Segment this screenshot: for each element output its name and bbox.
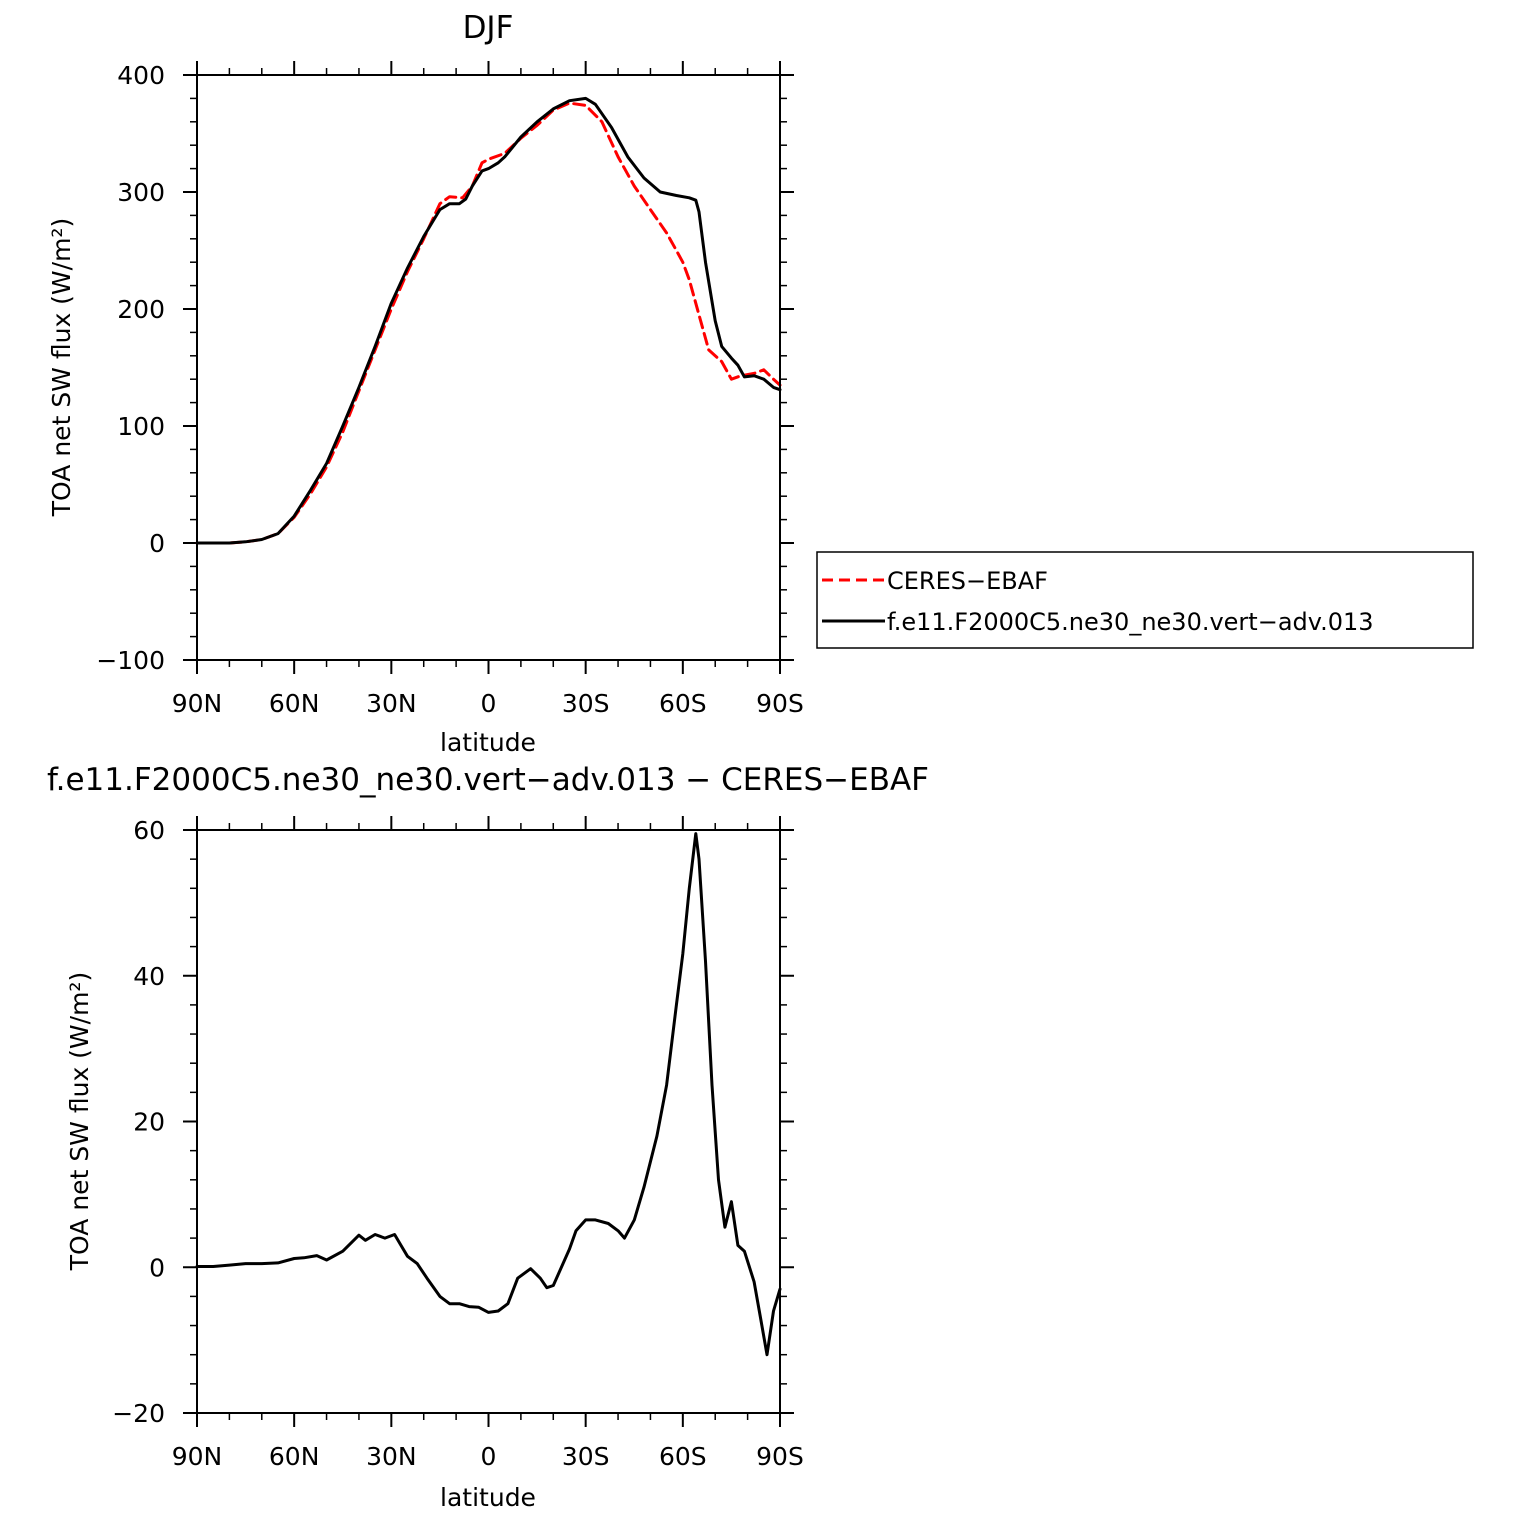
top-panel-tick-labels: 90N 60N 30N 0 30S 60S 90S −100 0 100 200 300 400 [96, 61, 804, 718]
y-tick-label: 20 [133, 1108, 165, 1137]
x-tick-label: 30S [562, 689, 610, 718]
bottom-panel-ylabel: TOA net SW flux (W/m²) [65, 972, 94, 1271]
legend: CERES−EBAF f.e11.F2000C5.ne30_ne30.vert−… [816, 551, 1474, 649]
top-panel-ticks [183, 61, 794, 674]
y-tick-label: 100 [117, 412, 165, 441]
x-tick-label: 60S [659, 689, 707, 718]
x-tick-label: 60S [659, 1442, 707, 1471]
x-tick-label: 30N [366, 1442, 417, 1471]
x-tick-label: 90S [756, 689, 804, 718]
y-tick-label: 200 [117, 295, 165, 324]
y-tick-label: 300 [117, 178, 165, 207]
legend-label-ceres: CERES−EBAF [887, 567, 1048, 595]
x-tick-label: 0 [481, 689, 497, 718]
x-tick-label: 90N [172, 689, 223, 718]
x-tick-label: 60N [269, 689, 320, 718]
y-tick-label: 0 [149, 1253, 165, 1282]
bottom-panel-frame [196, 829, 781, 1414]
legend-box [816, 551, 1474, 649]
top-panel-frame [196, 74, 781, 661]
bottom-panel-xlabel: latitude [440, 1483, 536, 1512]
y-tick-label: 0 [149, 529, 165, 558]
top-panel-title: DJF [463, 10, 514, 46]
y-tick-label: 40 [133, 962, 165, 991]
top-panel: DJF 90N 60N 30N 0 30S 60S 90S −100 0 100 200 300 400… [47, 10, 804, 757]
bottom-panel: f.e11.F2000C5.ne30_ne30.vert−adv.013 − C… [47, 762, 929, 1512]
x-tick-label: 30N [366, 689, 417, 718]
y-tick-label: 60 [133, 816, 165, 845]
bottom-panel-series [195, 832, 782, 1357]
x-tick-label: 30S [562, 1442, 610, 1471]
x-tick-label: 60N [269, 1442, 320, 1471]
bottom-panel-title: f.e11.F2000C5.ne30_ne30.vert−adv.013 − C… [47, 762, 929, 798]
y-tick-label: −100 [96, 646, 165, 675]
bottom-panel-ticks [183, 816, 794, 1427]
legend-label-model: f.e11.F2000C5.ne30_ne30.vert−adv.013 [887, 608, 1374, 636]
y-tick-label: 400 [117, 61, 165, 90]
x-tick-label: 90N [172, 1442, 223, 1471]
y-tick-label: −20 [112, 1399, 165, 1428]
top-panel-ylabel: TOA net SW flux (W/m²) [47, 218, 76, 517]
x-tick-label: 0 [481, 1442, 497, 1471]
top-panel-xlabel: latitude [440, 728, 536, 757]
bottom-panel-series-line-0 [195, 832, 782, 1357]
top-panel-series [195, 96, 782, 545]
top-panel-series-line-1 [195, 96, 782, 545]
x-tick-label: 90S [756, 1442, 804, 1471]
bottom-panel-tick-labels: 90N 60N 30N 0 30S 60S 90S −20 0 20 40 60 [112, 816, 804, 1471]
